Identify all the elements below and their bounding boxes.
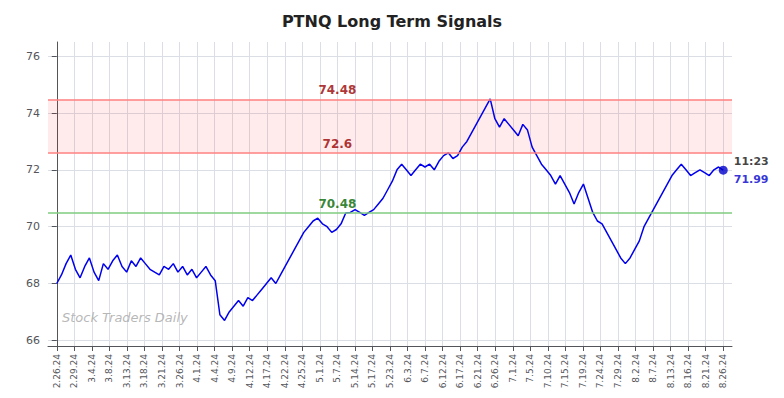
- svg-text:4.4.24: 4.4.24: [210, 354, 220, 383]
- svg-text:7.1.24: 7.1.24: [508, 354, 518, 383]
- svg-text:6.26.24: 6.26.24: [490, 354, 500, 389]
- svg-text:2.29.24: 2.29.24: [69, 354, 79, 389]
- svg-text:7.19.24: 7.19.24: [578, 354, 588, 389]
- svg-text:11:23: 11:23: [734, 155, 769, 168]
- svg-text:4.9.24: 4.9.24: [227, 354, 237, 383]
- svg-text:8.16.24: 8.16.24: [683, 354, 693, 389]
- svg-text:2.26.24: 2.26.24: [52, 354, 62, 389]
- svg-text:3.26.24: 3.26.24: [175, 354, 185, 389]
- svg-text:6.17.24: 6.17.24: [455, 354, 465, 389]
- svg-text:70: 70: [26, 220, 40, 233]
- svg-text:4.12.24: 4.12.24: [245, 354, 255, 389]
- svg-text:7.5.24: 7.5.24: [525, 354, 535, 383]
- svg-text:6.7.24: 6.7.24: [420, 354, 430, 383]
- svg-text:Stock Traders Daily: Stock Traders Daily: [62, 310, 188, 325]
- svg-text:5.14.24: 5.14.24: [350, 354, 360, 389]
- svg-text:8.13.24: 8.13.24: [666, 354, 676, 389]
- svg-text:4.1.24: 4.1.24: [192, 354, 202, 383]
- svg-text:3.13.24: 3.13.24: [122, 354, 132, 389]
- svg-text:8.2.24: 8.2.24: [631, 354, 641, 383]
- svg-text:5.17.24: 5.17.24: [367, 354, 377, 389]
- svg-text:4.17.24: 4.17.24: [262, 354, 272, 389]
- svg-text:76: 76: [26, 50, 40, 63]
- svg-text:8.7.24: 8.7.24: [648, 354, 658, 383]
- svg-text:72: 72: [26, 163, 40, 176]
- svg-text:5.1.24: 5.1.24: [315, 354, 325, 383]
- svg-text:4.22.24: 4.22.24: [280, 354, 290, 389]
- svg-text:3.4.24: 3.4.24: [87, 354, 97, 383]
- svg-text:74: 74: [26, 107, 40, 120]
- svg-text:5.23.24: 5.23.24: [385, 354, 395, 389]
- svg-text:7.29.24: 7.29.24: [613, 354, 623, 389]
- svg-text:7.10.24: 7.10.24: [543, 354, 553, 389]
- svg-text:4.25.24: 4.25.24: [297, 354, 307, 389]
- svg-text:5.7.24: 5.7.24: [332, 354, 342, 383]
- svg-text:6.3.24: 6.3.24: [403, 354, 413, 383]
- svg-text:7.15.24: 7.15.24: [560, 354, 570, 389]
- svg-text:PTNQ Long Term Signals: PTNQ Long Term Signals: [282, 12, 502, 31]
- svg-text:7.24.24: 7.24.24: [595, 354, 605, 389]
- svg-text:72.6: 72.6: [323, 137, 353, 151]
- svg-text:3.18.24: 3.18.24: [139, 354, 149, 389]
- svg-text:8.21.24: 8.21.24: [701, 354, 711, 389]
- svg-text:70.48: 70.48: [318, 197, 356, 211]
- svg-text:6.21.24: 6.21.24: [473, 354, 483, 389]
- svg-text:3.8.24: 3.8.24: [104, 354, 114, 383]
- svg-text:71.99: 71.99: [734, 173, 769, 186]
- svg-text:68: 68: [26, 277, 40, 290]
- svg-text:3.21.24: 3.21.24: [157, 354, 167, 389]
- svg-text:8.26.24: 8.26.24: [718, 354, 728, 389]
- svg-text:66: 66: [26, 334, 40, 347]
- svg-text:74.48: 74.48: [318, 83, 356, 97]
- svg-text:6.12.24: 6.12.24: [438, 354, 448, 389]
